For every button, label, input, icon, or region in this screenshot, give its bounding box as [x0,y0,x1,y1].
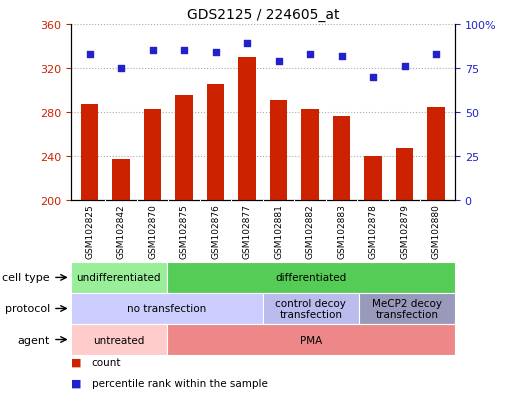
Text: PMA: PMA [300,335,322,345]
Text: GSM102878: GSM102878 [369,204,378,258]
Text: GSM102877: GSM102877 [243,204,252,258]
Point [180,48,188,55]
Bar [167,324,455,355]
Point [369,74,377,81]
Bar [112,160,130,200]
Title: GDS2125 / 224605_at: GDS2125 / 224605_at [187,8,339,22]
Text: GSM102879: GSM102879 [400,204,409,258]
Bar [175,96,192,200]
Text: untreated: untreated [93,335,144,345]
Text: GSM102870: GSM102870 [148,204,157,258]
Point [149,48,157,55]
Bar [144,109,161,200]
Point [243,41,251,47]
Bar [427,108,445,200]
Bar [238,58,256,200]
Text: GSM102825: GSM102825 [85,204,94,258]
Bar [81,105,98,200]
Text: GSM102876: GSM102876 [211,204,220,258]
Point [337,53,346,60]
Text: protocol: protocol [5,304,50,314]
Text: control decoy
transfection: control decoy transfection [276,298,346,320]
Bar [207,85,224,200]
Text: ■: ■ [71,378,81,388]
Text: MeCP2 decoy
transfection: MeCP2 decoy transfection [372,298,442,320]
Bar [71,293,263,324]
Point [432,51,440,58]
Text: GSM102880: GSM102880 [431,204,440,258]
Bar [396,149,413,200]
Bar [167,262,455,293]
Point [85,51,94,58]
Point [275,58,283,65]
Text: ■: ■ [71,357,81,367]
Text: cell type: cell type [2,273,50,283]
Text: percentile rank within the sample: percentile rank within the sample [92,378,267,388]
Bar [365,157,382,200]
Text: count: count [92,357,121,367]
Text: no transfection: no transfection [127,304,207,314]
Bar [71,324,167,355]
Bar [333,117,350,200]
Point [306,51,314,58]
Point [211,50,220,56]
Point [117,65,125,72]
Bar [263,293,359,324]
Text: GSM102882: GSM102882 [305,204,314,258]
Text: GSM102883: GSM102883 [337,204,346,258]
Text: GSM102881: GSM102881 [274,204,283,258]
Bar [359,293,455,324]
Text: GSM102875: GSM102875 [179,204,188,258]
Text: differentiated: differentiated [275,273,346,283]
Point [401,64,409,70]
Bar [71,262,167,293]
Text: undifferentiated: undifferentiated [76,273,161,283]
Bar [301,109,319,200]
Text: GSM102842: GSM102842 [117,204,126,258]
Text: agent: agent [17,335,50,345]
Bar [270,100,287,200]
